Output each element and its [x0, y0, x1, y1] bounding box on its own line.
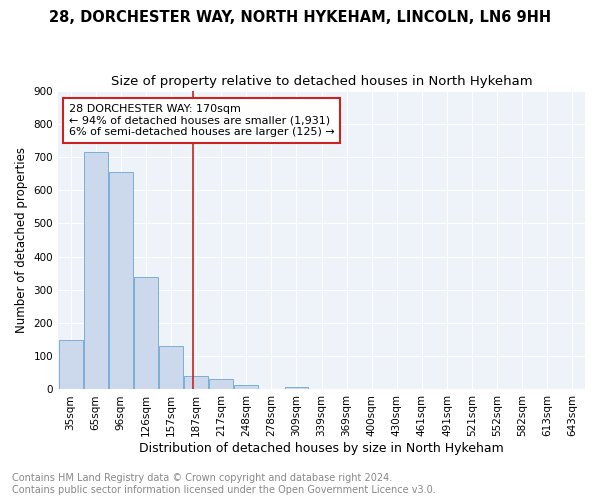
Text: 28, DORCHESTER WAY, NORTH HYKEHAM, LINCOLN, LN6 9HH: 28, DORCHESTER WAY, NORTH HYKEHAM, LINCO… [49, 10, 551, 25]
Text: 28 DORCHESTER WAY: 170sqm
← 94% of detached houses are smaller (1,931)
6% of sem: 28 DORCHESTER WAY: 170sqm ← 94% of detac… [68, 104, 334, 137]
Bar [84, 152, 107, 390]
X-axis label: Distribution of detached houses by size in North Hykeham: Distribution of detached houses by size … [139, 442, 504, 455]
Bar [59, 340, 83, 390]
Title: Size of property relative to detached houses in North Hykeham: Size of property relative to detached ho… [111, 75, 532, 88]
Bar [159, 346, 183, 390]
Bar [284, 387, 308, 390]
Bar [209, 380, 233, 390]
Bar [109, 172, 133, 390]
Bar [184, 376, 208, 390]
Text: Contains HM Land Registry data © Crown copyright and database right 2024.
Contai: Contains HM Land Registry data © Crown c… [12, 474, 436, 495]
Y-axis label: Number of detached properties: Number of detached properties [15, 147, 28, 333]
Bar [235, 386, 258, 390]
Bar [134, 276, 158, 390]
